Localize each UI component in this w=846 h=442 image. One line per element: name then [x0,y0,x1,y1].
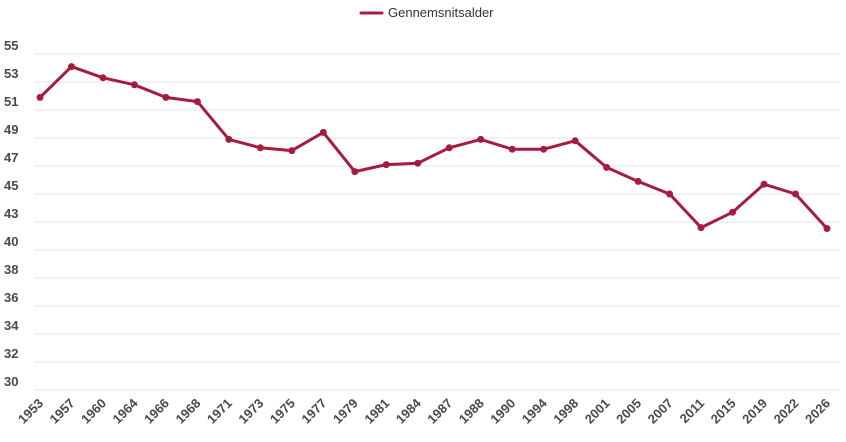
data-point [99,74,107,82]
data-point [67,63,75,71]
x-tick-label: 2005 [613,396,644,427]
data-point [540,145,548,153]
x-axis: 1953 1957 1960 1964 1966 1968 1971 1973 1975 1977… [15,395,833,427]
y-tick-label: 30 [4,374,18,389]
data-point [36,93,44,101]
data-point [225,135,233,143]
data-point [697,224,705,232]
legend: Gennemsnitsalder [359,5,494,20]
y-tick-label: 34 [4,318,19,333]
data-point [760,180,768,188]
y-tick-label: 51 [4,94,18,109]
data-point [351,168,359,176]
data-points [36,63,831,233]
data-point [162,93,170,101]
x-tick-label: 1960 [78,396,109,427]
y-tick-label: 36 [4,290,18,305]
data-point [288,147,296,155]
y-tick-label: 49 [4,122,18,137]
data-point [823,225,831,233]
data-point [571,137,579,145]
x-tick-label: 1994 [519,395,551,427]
y-tick-label: 45 [4,178,18,193]
x-tick-label: 1957 [47,396,78,427]
series-line-gennemsnitsalder [38,65,829,230]
x-tick-label: 1973 [235,396,266,427]
x-tick-label: 1979 [330,396,361,427]
legend-label-gennemsnitsalder: Gennemsnitsalder [388,5,494,20]
x-tick-label: 2015 [708,396,739,427]
x-tick-label: 2019 [739,396,770,427]
x-tick-label: 1977 [298,396,329,427]
data-point [729,208,737,216]
data-point [477,135,485,143]
y-tick-label: 43 [4,206,18,221]
data-point [130,81,138,89]
x-tick-label: 1971 [204,396,235,427]
data-point [445,144,453,152]
x-tick-label: 1968 [172,396,203,427]
data-point [382,161,390,169]
data-point [603,163,611,171]
x-tick-label: 1987 [424,396,455,427]
x-tick-label: 1966 [141,396,172,427]
x-tick-label: 2007 [645,396,676,427]
y-tick-label: 47 [4,150,18,165]
x-tick-label: 1990 [487,396,518,427]
x-tick-label: 1975 [267,396,298,427]
x-tick-label: 1988 [456,396,487,427]
data-point [508,145,516,153]
x-tick-label: 1953 [15,396,46,427]
data-point [634,177,642,185]
data-point [666,190,674,198]
y-tick-label: 55 [4,38,18,53]
x-tick-label: 1998 [550,396,581,427]
data-point [792,190,800,198]
y-tick-label: 53 [4,66,18,81]
data-point [193,98,201,106]
y-tick-label: 40 [4,234,18,249]
data-point [256,144,264,152]
x-tick-label: 1964 [110,395,142,427]
y-tick-label: 32 [4,346,18,361]
data-point [414,159,422,167]
x-tick-label: 1984 [393,395,425,427]
x-tick-label: 2011 [677,396,708,427]
y-axis: 30 32 34 36 38 40 43 45 47 49 51 53 55 [4,38,19,389]
y-tick-label: 38 [4,262,18,277]
data-point [319,128,327,136]
x-tick-label: 2022 [771,396,802,427]
x-tick-label: 2026 [802,396,833,427]
x-tick-label: 1981 [361,396,392,427]
gridlines [34,53,840,391]
x-tick-label: 2001 [582,396,613,427]
